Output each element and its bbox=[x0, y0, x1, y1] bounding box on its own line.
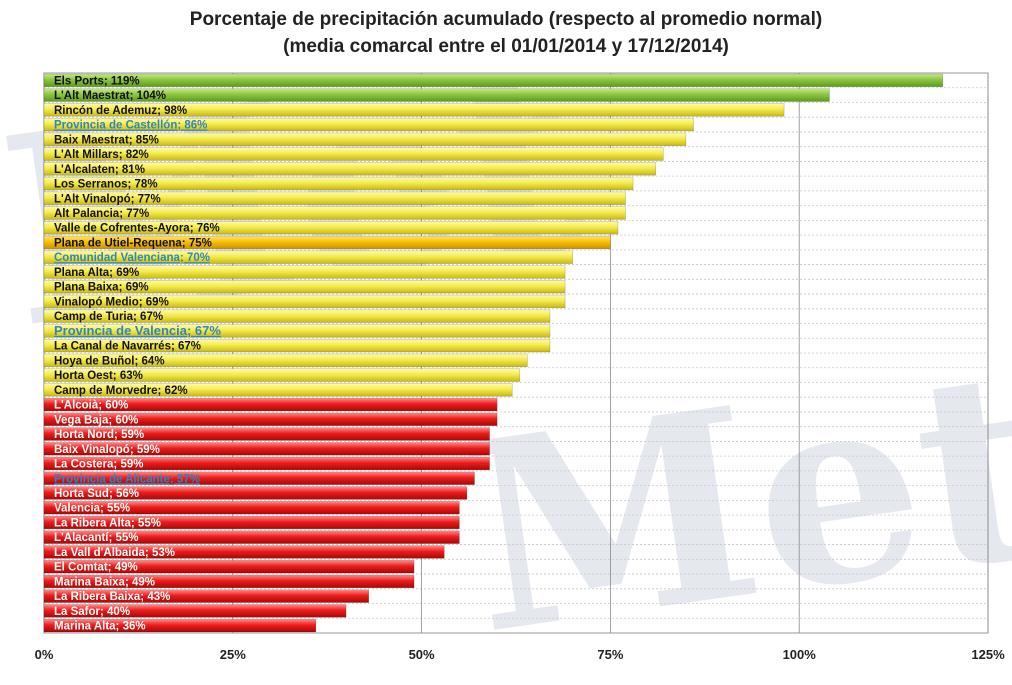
bar bbox=[43, 206, 626, 220]
bar bbox=[43, 162, 657, 176]
bar-label: La Costera; 59% bbox=[54, 459, 143, 471]
bar-label: Hoya de Buñol; 64% bbox=[54, 355, 165, 367]
bar-label: Plana Alta; 69% bbox=[54, 267, 139, 279]
chart-title: Porcentaje de precipitación acumulado (r… bbox=[189, 9, 823, 30]
bar bbox=[43, 235, 611, 250]
chart-bar-labels: Els Ports; 119% L'Alt Maestrat; 104% Rincó… bbox=[54, 75, 221, 632]
bar bbox=[43, 338, 551, 353]
bar bbox=[43, 574, 415, 589]
bar bbox=[43, 368, 521, 382]
bar bbox=[43, 471, 475, 485]
bar-label: L'Alcoià; 60% bbox=[54, 400, 128, 412]
bar-label: Valle de Cofrentes-Ayora; 76% bbox=[54, 223, 220, 235]
bar-label: El Comtat; 49% bbox=[54, 562, 138, 574]
bar-label: Horta Oest; 63% bbox=[54, 370, 143, 382]
bar bbox=[43, 412, 498, 426]
bar-label: Els Ports; 119% bbox=[54, 75, 140, 87]
bar bbox=[43, 265, 566, 279]
bar-label: Camp de Turia; 67% bbox=[54, 311, 163, 323]
bar bbox=[43, 560, 415, 574]
bar-label: L'Alt Millars; 82% bbox=[54, 149, 149, 161]
bar bbox=[43, 397, 498, 412]
bar-label: Horta Nord; 59% bbox=[54, 429, 144, 441]
bar-label: Baix Maestrat; 85% bbox=[54, 134, 159, 146]
bar bbox=[43, 618, 317, 633]
bar-label: Marina Alta; 36% bbox=[54, 621, 146, 633]
x-tick-label: 25% bbox=[220, 647, 246, 662]
bar-label: Valencia; 55% bbox=[54, 503, 130, 515]
bar bbox=[43, 324, 551, 338]
x-tick-label: 125% bbox=[971, 647, 1005, 662]
svg-text:Met: Met bbox=[450, 311, 1012, 685]
bar-label: Plana de Utiel-Requena; 75% bbox=[54, 237, 212, 249]
bar bbox=[43, 456, 490, 471]
bar bbox=[43, 545, 445, 559]
bar-label: Vinalopó Medio; 69% bbox=[54, 296, 169, 308]
bar bbox=[43, 250, 573, 264]
chart-bars bbox=[43, 73, 943, 633]
bar-label: L'Alacantí; 55% bbox=[54, 532, 139, 544]
bar-label: Horta Sud; 56% bbox=[54, 488, 139, 500]
bar-label: Provincia de Alicante; 57% bbox=[54, 473, 200, 485]
bar bbox=[43, 176, 634, 191]
bar-label: La Ribera Baixa; 43% bbox=[54, 591, 170, 603]
bar-label: Rincón de Ademuz; 98% bbox=[54, 105, 187, 117]
bar bbox=[43, 442, 490, 456]
bar bbox=[43, 501, 460, 515]
bar-label: Camp de Morvedre; 62% bbox=[54, 385, 188, 397]
bar bbox=[43, 383, 513, 397]
bar bbox=[43, 486, 468, 500]
bar bbox=[43, 604, 347, 618]
bar-label: L'Alt Maestrat; 104% bbox=[54, 90, 166, 102]
x-tick-label: 100% bbox=[783, 647, 817, 662]
bar bbox=[43, 191, 626, 205]
bar bbox=[43, 73, 943, 88]
bar bbox=[43, 530, 460, 544]
bar-label: L'Alt Vinalopó; 77% bbox=[54, 193, 161, 205]
x-axis-ticks: 0% 25% 50% 75% 100% 125% bbox=[35, 647, 1005, 662]
bar-label: La Vall d'Albaida; 53% bbox=[54, 547, 175, 559]
x-tick-label: 50% bbox=[409, 647, 435, 662]
bar-label: Marina Baixa; 49% bbox=[54, 576, 155, 588]
chart-title-block: Porcentaje de precipitación acumulado (r… bbox=[0, 6, 1012, 60]
bar bbox=[43, 515, 460, 530]
bar-label: Vega Baja; 60% bbox=[54, 414, 138, 426]
bar bbox=[43, 427, 490, 441]
bar-label: La Canal de Navarrés; 67% bbox=[54, 341, 201, 353]
bar-label: Alt Palancia; 77% bbox=[54, 208, 149, 220]
bar bbox=[43, 294, 566, 309]
bar-label: Comunidad Valenciana; 70% bbox=[54, 252, 210, 264]
bar bbox=[43, 589, 370, 603]
x-tick-label: 75% bbox=[597, 647, 623, 662]
bar bbox=[43, 353, 528, 368]
bar-label: Provincia de Valencia; 67% bbox=[54, 323, 221, 338]
bar bbox=[43, 103, 785, 117]
bar bbox=[43, 117, 694, 132]
bar bbox=[43, 132, 687, 146]
bar-label: L'Alcalaten; 81% bbox=[54, 164, 145, 176]
bar-label: La Ribera Alta; 55% bbox=[54, 517, 161, 529]
bar-label: Plana Baixa; 69% bbox=[54, 282, 149, 294]
x-tick-label: 0% bbox=[35, 647, 54, 662]
bar bbox=[43, 147, 664, 161]
bar-label: Baix Vinalopó; 59% bbox=[54, 444, 160, 456]
bar-label: La Safor; 40% bbox=[54, 606, 130, 618]
bar-label: Los Serranos; 78% bbox=[54, 179, 158, 191]
bar bbox=[43, 280, 566, 294]
bar bbox=[43, 309, 551, 323]
bar bbox=[43, 88, 830, 102]
bar-label: Provincia de Castellón; 86% bbox=[54, 120, 207, 132]
chart-subtitle: (media comarcal entre el 01/01/2014 y 17… bbox=[283, 36, 729, 57]
bar bbox=[43, 221, 619, 235]
chart-grid bbox=[43, 72, 989, 634]
